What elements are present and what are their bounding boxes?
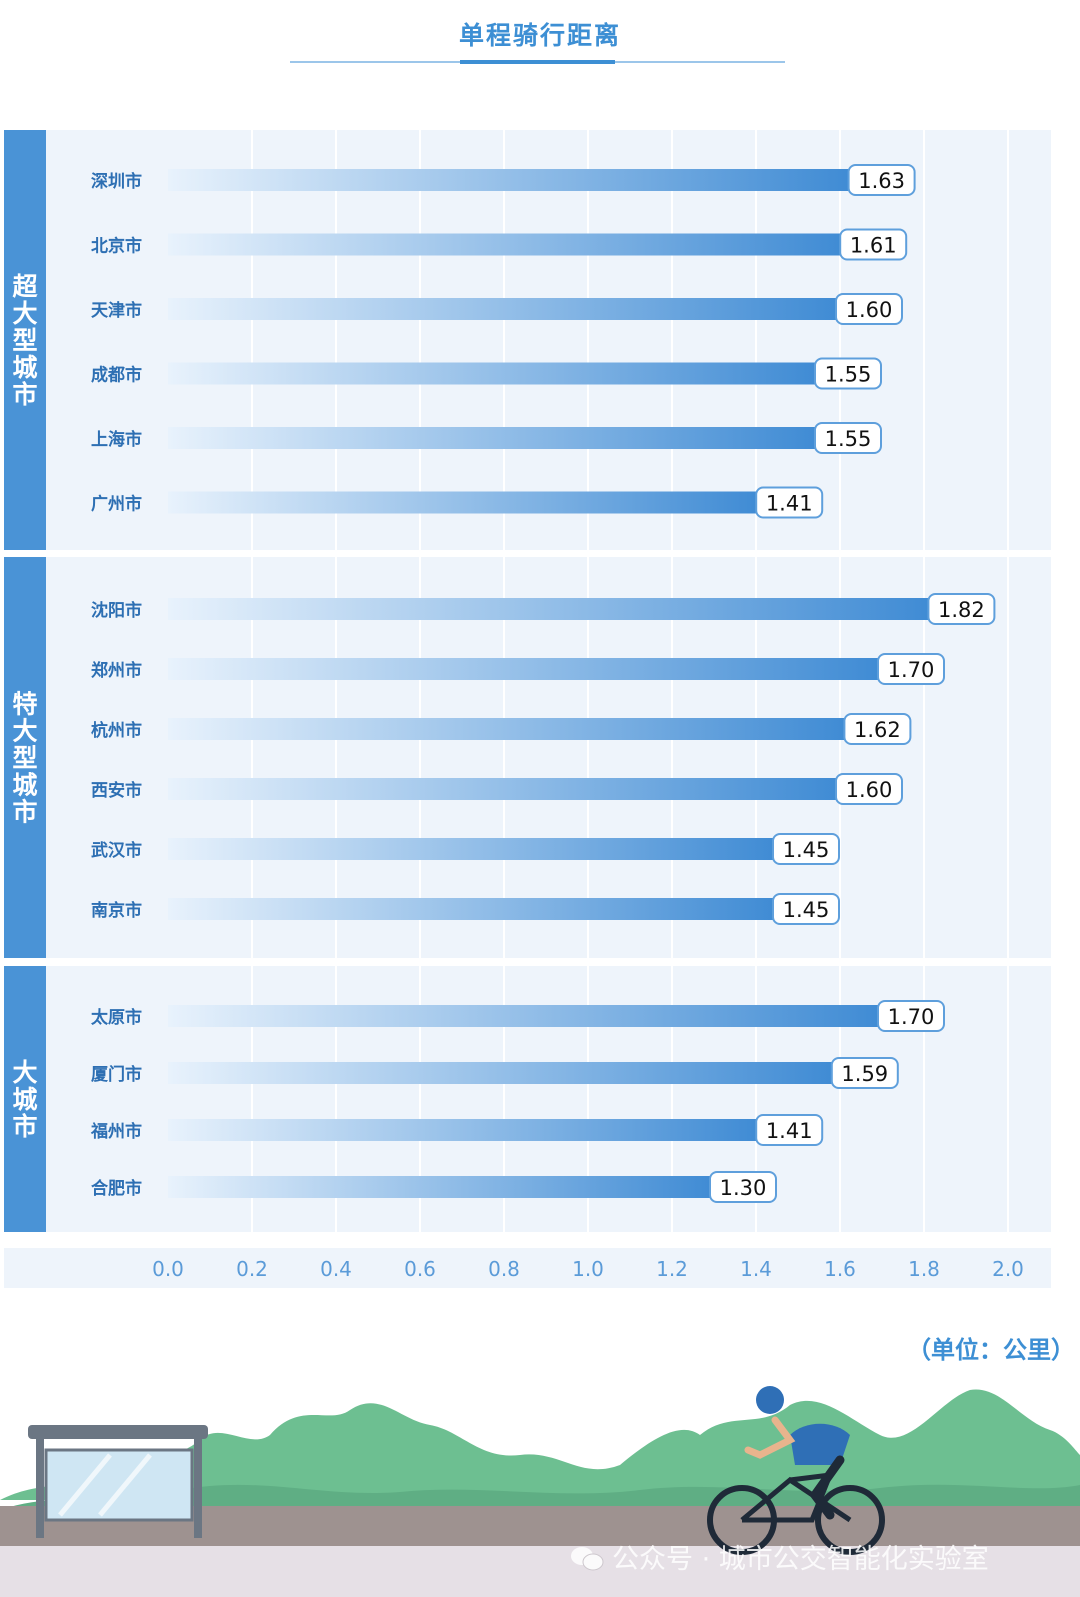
bar [168, 718, 849, 740]
category-label: 上海市 [91, 429, 142, 450]
x-tick-label: 0.6 [404, 1257, 436, 1281]
cyclist [707, 1386, 885, 1555]
group-name: 大城市 [12, 1058, 37, 1141]
data-label-box [835, 293, 903, 325]
data-label: 1.63 [858, 169, 905, 193]
category-label: 合肥市 [91, 1178, 142, 1199]
category-label: 广州市 [91, 494, 142, 515]
bar [168, 898, 777, 920]
data-label: 1.82 [938, 598, 985, 622]
group-panel [4, 557, 1051, 958]
bar [168, 658, 882, 680]
bar [168, 598, 933, 620]
data-label: 1.55 [825, 427, 872, 451]
bar [168, 427, 819, 449]
x-tick-label: 1.4 [740, 1257, 772, 1281]
group-panel [4, 130, 1051, 550]
data-label: 1.59 [841, 1062, 888, 1086]
x-tick-label: 1.6 [824, 1257, 856, 1281]
data-label: 1.61 [850, 234, 897, 258]
bar [168, 298, 840, 320]
data-label: 1.70 [888, 658, 935, 682]
data-label-box [772, 893, 840, 925]
category-label: 郑州市 [91, 660, 142, 681]
data-label: 1.45 [783, 898, 830, 922]
x-tick-label: 0.2 [236, 1257, 268, 1281]
data-label-box [843, 713, 912, 745]
x-tick-label: 0.4 [320, 1257, 352, 1281]
x-tick-label: 1.8 [908, 1257, 940, 1281]
group-label-bar [4, 557, 46, 958]
data-label-box [772, 833, 840, 865]
data-label-box [755, 486, 824, 519]
data-label-box [877, 1000, 945, 1032]
group-name: 超大型城市 [12, 272, 38, 409]
data-label-box [814, 422, 882, 454]
bar [168, 778, 840, 800]
x-tick-label: 0.8 [488, 1257, 520, 1281]
data-label: 1.60 [846, 298, 893, 322]
category-label: 福州市 [90, 1121, 142, 1142]
watermark: 公众号 · 城市公交智能化实验室 [570, 1537, 989, 1576]
bar [168, 1119, 761, 1141]
bus-stop-shelter [28, 1425, 208, 1538]
category-label: 沈阳市 [91, 600, 142, 621]
data-label: 1.60 [846, 778, 893, 802]
data-label: 1.45 [783, 838, 830, 862]
data-label-box [835, 773, 903, 805]
group-label-bar [4, 130, 46, 550]
category-label: 杭州市 [91, 720, 142, 741]
title-underline-accent [460, 60, 615, 64]
data-label-box [709, 1171, 777, 1203]
category-label: 武汉市 [91, 840, 142, 861]
data-label: 1.41 [766, 1119, 813, 1143]
tree-silhouette [0, 1389, 1080, 1500]
category-label: 深圳市 [91, 171, 142, 192]
bar [168, 233, 845, 256]
x-axis-band [4, 1248, 1051, 1288]
sidewalk [0, 1546, 1080, 1597]
data-label-box [830, 1057, 899, 1089]
cycling-scene-illustration [0, 1386, 1080, 1597]
bar [168, 491, 761, 514]
data-label-box [814, 357, 882, 390]
category-label: 厦门市 [91, 1064, 142, 1085]
data-label-box [927, 593, 996, 625]
category-label: 南京市 [91, 900, 142, 921]
category-label: 天津市 [91, 300, 142, 321]
group-name: 特大型城市 [12, 690, 37, 827]
category-label: 成都市 [91, 365, 142, 386]
bar [168, 362, 819, 385]
category-label: 西安市 [91, 780, 142, 801]
x-tick-label: 2.0 [992, 1257, 1024, 1281]
wechat-icon [571, 1547, 604, 1571]
category-label: 北京市 [91, 236, 142, 257]
bar [168, 1005, 882, 1027]
watermark-text: 公众号 · 城市公交智能化实验室 [612, 1544, 989, 1575]
data-label-box [877, 653, 945, 685]
x-tick-label: 0.0 [152, 1257, 184, 1281]
data-label-box [755, 1114, 824, 1146]
x-tick-label: 1.0 [572, 1257, 604, 1281]
chart-title: 单程骑行距离 [458, 21, 621, 50]
data-label: 1.55 [825, 363, 872, 387]
x-tick-label: 1.2 [656, 1257, 688, 1281]
data-label-box [847, 164, 916, 196]
data-label-box [839, 228, 908, 261]
category-label: 太原市 [91, 1007, 142, 1028]
data-label: 1.70 [888, 1005, 935, 1029]
bar [168, 838, 777, 860]
data-label: 1.62 [854, 718, 901, 742]
bar [168, 1062, 836, 1084]
group-label-bar [4, 966, 46, 1232]
bar [168, 1176, 714, 1198]
unit-label: （单位：公里） [907, 1336, 1075, 1364]
bar [168, 169, 853, 191]
data-label: 1.30 [720, 1176, 767, 1200]
data-label: 1.41 [766, 492, 813, 516]
